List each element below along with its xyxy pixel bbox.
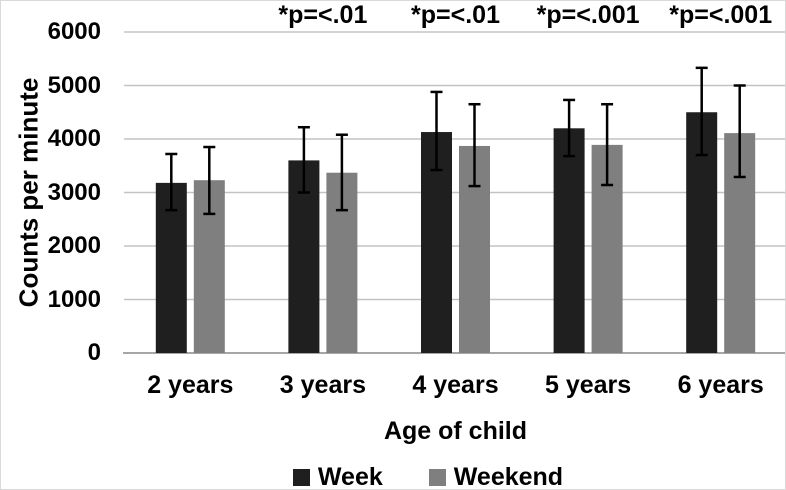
bar-week-5-years xyxy=(553,128,585,353)
x-tick-label-2-years: 2 years xyxy=(147,371,234,399)
x-tick-label-4-years: 4 years xyxy=(412,371,499,399)
legend-item-week: Week xyxy=(292,463,383,490)
legend-swatch-weekend xyxy=(428,468,446,486)
significance-annotation-5-years: *p=<.001 xyxy=(536,1,640,29)
significance-annotation-3-years: *p=<.01 xyxy=(278,1,368,29)
legend-label-weekend: Weekend xyxy=(453,463,564,490)
y-tick-label-2000: 2000 xyxy=(47,232,101,259)
y-tick-label-1000: 1000 xyxy=(47,285,101,313)
legend-swatch-week xyxy=(292,468,310,486)
x-axis-title: Age of child xyxy=(383,417,528,445)
x-tick-label-3-years: 3 years xyxy=(279,371,366,399)
significance-annotation-4-years: *p=<.01 xyxy=(411,1,500,29)
y-tick-label-4000: 4000 xyxy=(47,125,101,152)
x-tick-label-5-years: 5 years xyxy=(544,371,632,399)
significance-annotation-6-years: *p=<.001 xyxy=(669,1,773,29)
y-tick-label-0: 0 xyxy=(87,339,101,366)
y-tick-label-3000: 3000 xyxy=(47,178,101,206)
chart-legend: Week Weekend xyxy=(36,463,785,490)
x-tick-label-6-years: 6 years xyxy=(677,371,764,399)
y-tick-label-5000: 5000 xyxy=(47,71,101,99)
legend-item-weekend: Weekend xyxy=(428,463,564,490)
legend-label-week: Week xyxy=(317,463,383,490)
y-tick-label-6000: 6000 xyxy=(47,18,101,45)
